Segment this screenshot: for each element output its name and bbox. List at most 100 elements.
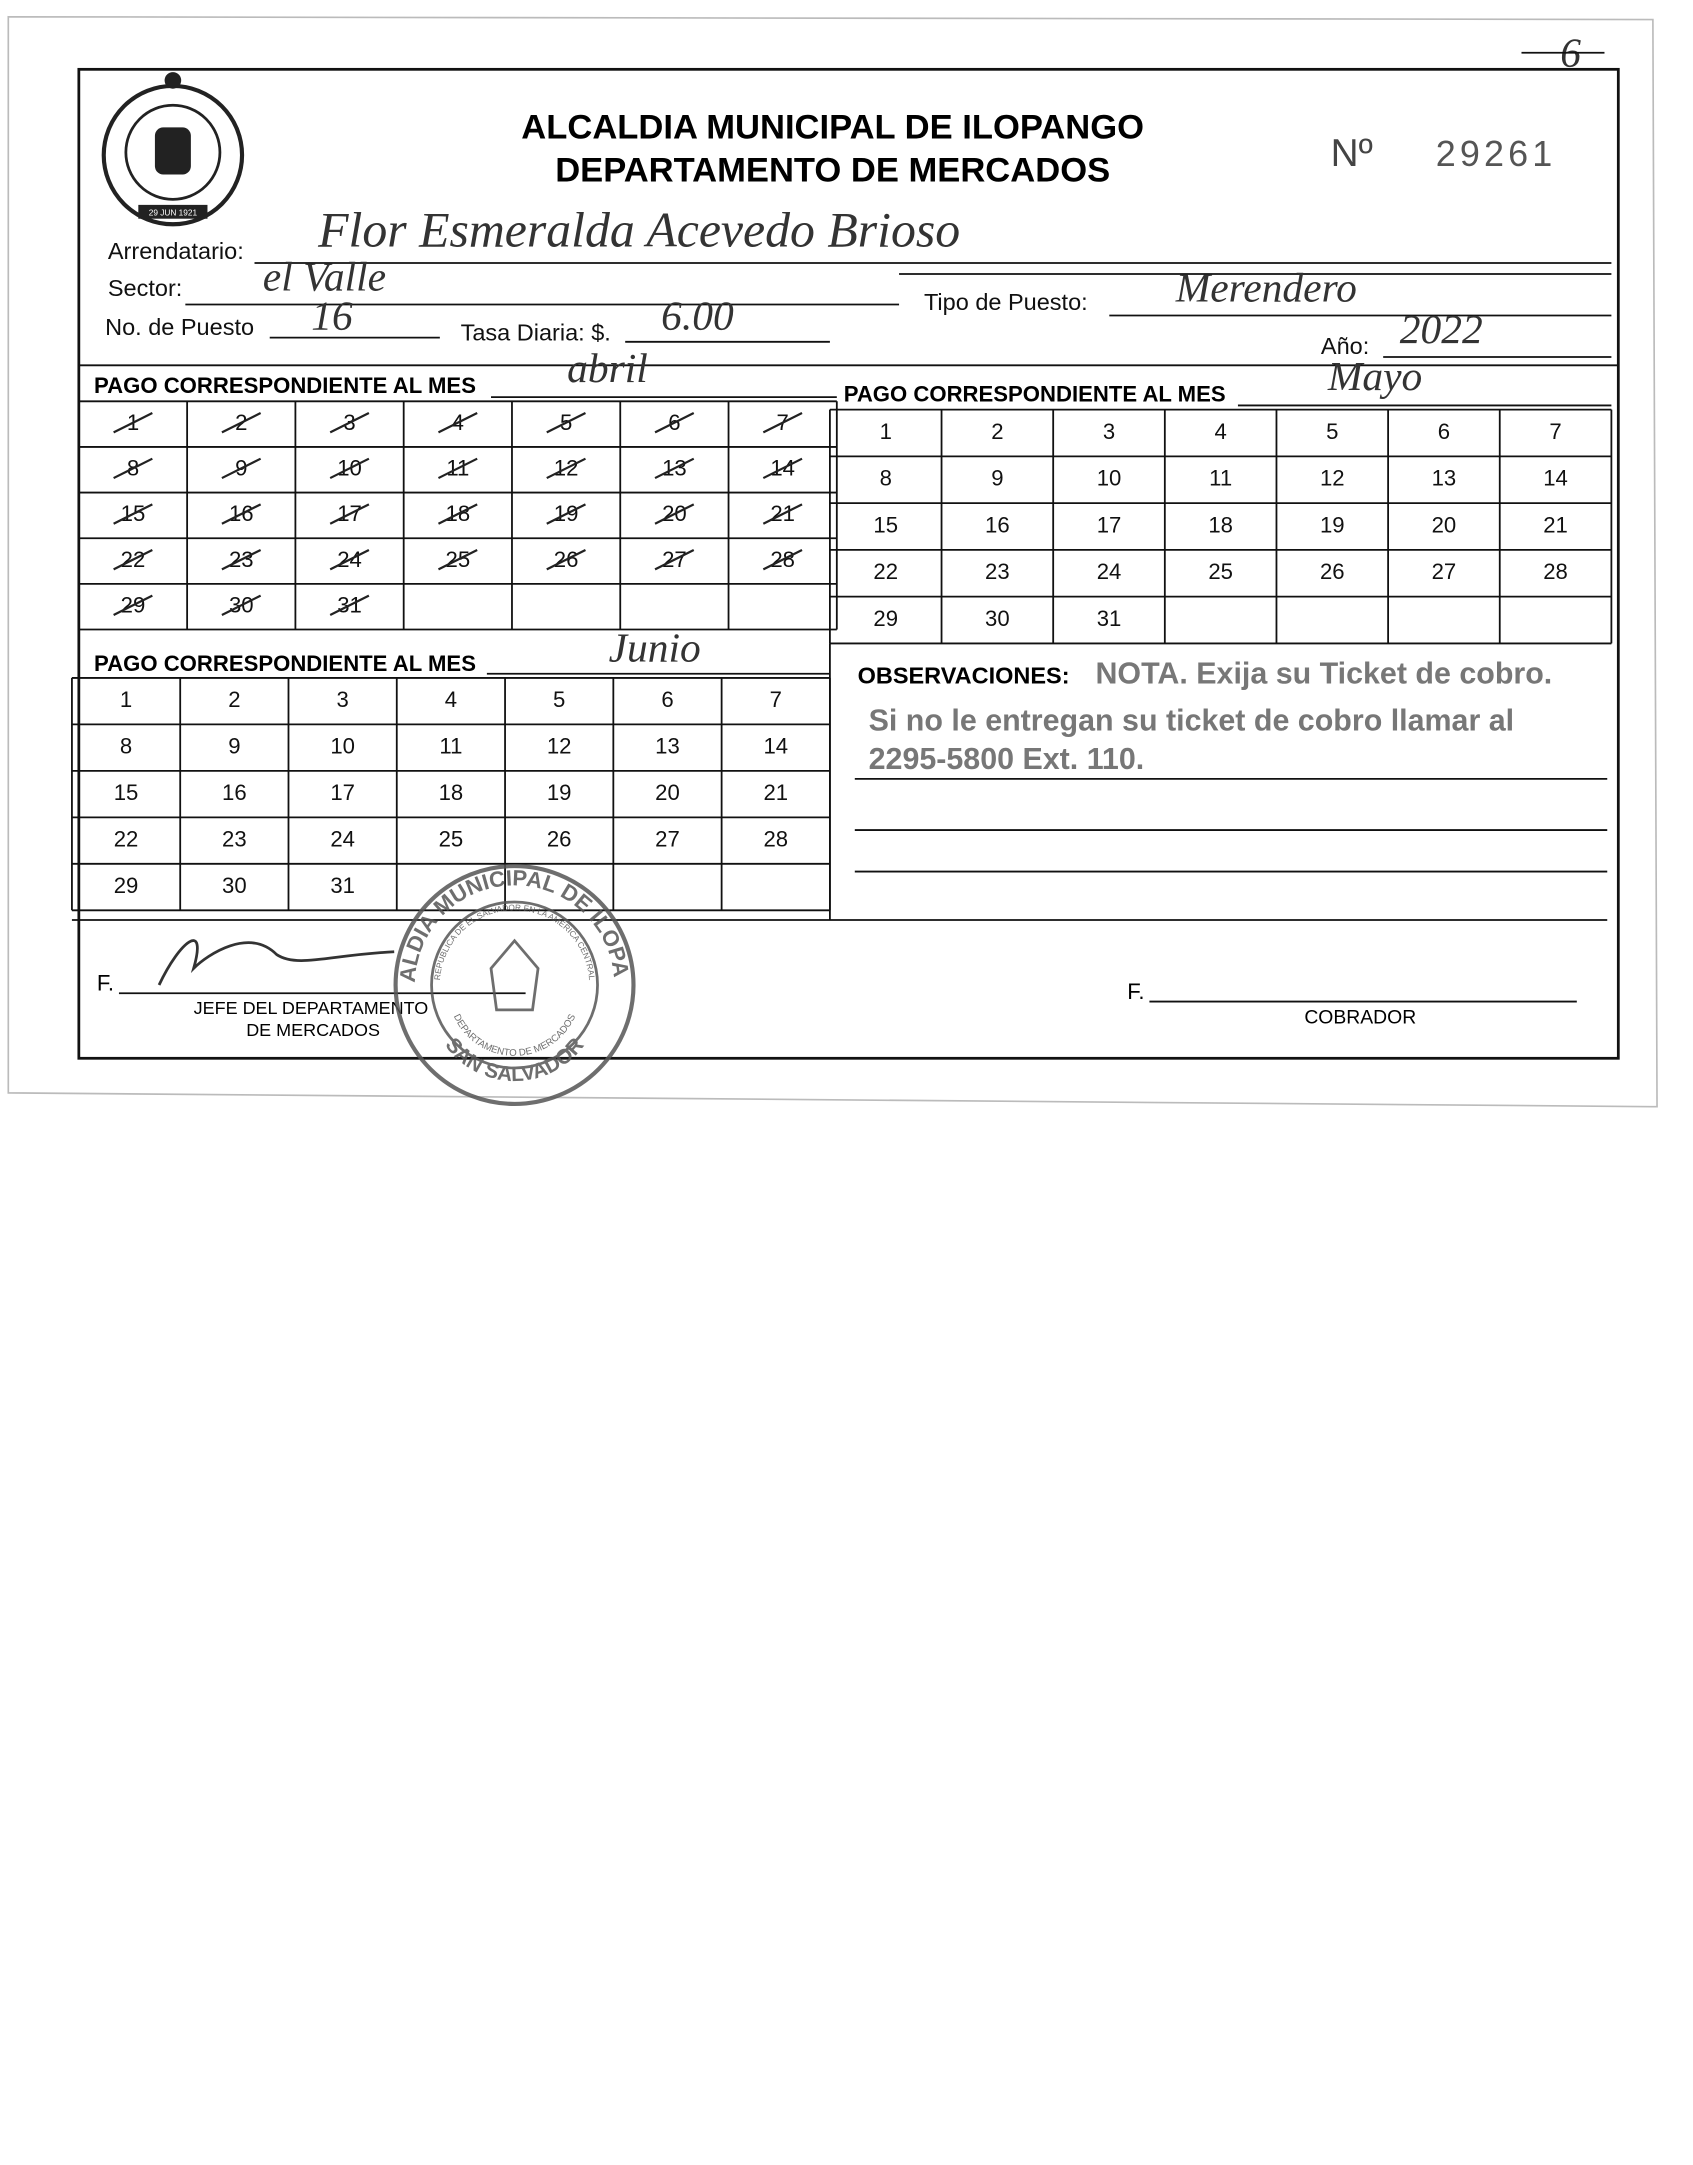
day-cross xyxy=(762,503,803,525)
observaciones-line: NOTA. Exija su Ticket de cobro. xyxy=(1095,656,1552,690)
day-number: 11 xyxy=(439,733,462,758)
day-cross xyxy=(437,503,478,525)
month-value: Mayo xyxy=(1327,353,1422,399)
day-number: 25 xyxy=(439,826,464,851)
day-number: 11 xyxy=(1209,466,1232,491)
day-number: 10 xyxy=(1097,466,1122,491)
day-cross xyxy=(762,548,803,571)
day-number: 4 xyxy=(1214,419,1226,444)
day-number: 9 xyxy=(228,733,240,758)
field-value: Merendero xyxy=(1175,265,1357,311)
day-number: 30 xyxy=(985,606,1010,631)
day-number: 29 xyxy=(114,873,139,898)
day-cross xyxy=(546,503,586,525)
day-cross xyxy=(113,594,153,616)
day-cross xyxy=(546,457,586,480)
day-number: 18 xyxy=(439,780,464,805)
day-number: 27 xyxy=(1432,559,1457,584)
day-cross xyxy=(221,594,262,616)
field-label: Tasa Diaria: $. xyxy=(461,319,611,345)
day-cross xyxy=(654,457,695,480)
day-number: 8 xyxy=(880,466,892,491)
field-label: Sector: xyxy=(108,275,182,301)
day-cross xyxy=(546,548,586,571)
logo-top xyxy=(164,72,182,89)
day-cross xyxy=(221,548,262,571)
day-cross xyxy=(437,548,478,571)
signature-scribble xyxy=(157,939,395,986)
day-number: 3 xyxy=(1103,419,1115,444)
month-value: Junio xyxy=(609,624,701,670)
day-number: 2 xyxy=(228,687,240,712)
day-number: 13 xyxy=(1432,466,1457,491)
day-cross xyxy=(762,457,803,480)
day-number: 29 xyxy=(873,606,898,631)
day-number: 7 xyxy=(770,687,782,712)
title-line1: ALCALDIA MUNICIPAL DE ILOPANGO xyxy=(521,108,1144,146)
day-cross xyxy=(654,412,695,434)
day-cross xyxy=(762,412,803,434)
day-number: 20 xyxy=(1432,512,1457,537)
stamp-ring xyxy=(430,900,599,1070)
day-number: 23 xyxy=(985,559,1010,584)
day-number: 26 xyxy=(1320,559,1345,584)
day-number: 23 xyxy=(222,826,247,851)
day-number: 8 xyxy=(120,733,132,758)
day-number: 6 xyxy=(661,687,673,712)
day-number: 31 xyxy=(1097,606,1122,631)
day-number: 16 xyxy=(222,780,247,805)
logo: 29 JUN 1921 xyxy=(101,72,245,227)
stamp-emblem xyxy=(489,938,540,1012)
day-number: 22 xyxy=(873,559,898,584)
day-number: 24 xyxy=(1097,559,1122,584)
day-cross xyxy=(113,503,153,525)
day-number: 31 xyxy=(330,873,355,898)
signature-title: JEFE DEL DEPARTAMENTO xyxy=(194,998,429,1018)
day-number: 5 xyxy=(1326,419,1338,444)
day-cross xyxy=(329,548,370,571)
day-number: 19 xyxy=(1320,512,1345,537)
day-number: 6 xyxy=(1438,419,1450,444)
month-label: PAGO CORRESPONDIENTE AL MES xyxy=(844,381,1226,406)
signature-prefix: F. xyxy=(97,971,114,996)
stamp-ring xyxy=(393,863,636,1107)
day-cross xyxy=(329,412,370,434)
day-cross xyxy=(221,457,262,480)
day-cross xyxy=(654,548,695,571)
logo-shield xyxy=(154,127,191,175)
month-label: PAGO CORRESPONDIENTE AL MES xyxy=(94,373,476,398)
day-cross xyxy=(113,457,153,480)
logo-inner xyxy=(124,103,222,201)
observaciones-line: Si no le entregan su ticket de cobro lla… xyxy=(869,703,1514,737)
day-number: 17 xyxy=(330,780,355,805)
month-value: abril xyxy=(567,345,648,391)
day-number: 25 xyxy=(1208,559,1233,584)
observaciones-label: OBSERVACIONES: xyxy=(858,662,1070,688)
day-number: 14 xyxy=(763,733,788,758)
field-value: Flor Esmeralda Acevedo Brioso xyxy=(317,202,960,257)
day-cross xyxy=(221,503,262,525)
day-number: 17 xyxy=(1097,512,1122,537)
paper-edge xyxy=(7,15,1658,1108)
logo-date: 29 JUN 1921 xyxy=(149,207,198,217)
field-label: No. de Puesto xyxy=(105,314,254,340)
signature-title: COBRADOR xyxy=(1304,1007,1416,1029)
day-number: 14 xyxy=(1543,466,1568,491)
day-cross xyxy=(329,457,370,480)
signature-title: DE MERCADOS xyxy=(246,1020,380,1040)
day-number: 24 xyxy=(330,826,355,851)
day-number: 19 xyxy=(547,780,572,805)
field-value: el Valle xyxy=(263,254,386,300)
day-number: 10 xyxy=(330,733,355,758)
receipt-number: 29261 xyxy=(1436,133,1557,174)
payment-grids: PAGO CORRESPONDIENTE AL MESabril12345678… xyxy=(71,345,1613,912)
day-number: 30 xyxy=(222,873,247,898)
day-number: 1 xyxy=(880,419,892,444)
signature-prefix: F. xyxy=(1127,979,1144,1004)
day-number: 12 xyxy=(547,733,572,758)
day-cross xyxy=(221,412,262,434)
day-number: 28 xyxy=(763,826,788,851)
month-label: PAGO CORRESPONDIENTE AL MES xyxy=(94,651,476,676)
field-label: Arrendatario: xyxy=(108,238,244,264)
